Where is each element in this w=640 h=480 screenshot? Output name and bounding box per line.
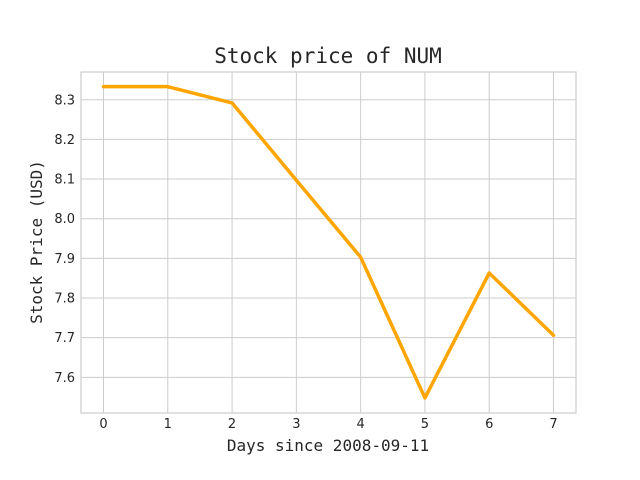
chart-title: Stock price of NUM	[214, 44, 442, 68]
y-tick-label: 7.9	[54, 252, 75, 267]
plot-frame	[80, 71, 577, 414]
y-tick-label: 8.2	[54, 133, 75, 148]
y-tick-label: 8.3	[54, 93, 75, 108]
data-point	[166, 85, 170, 89]
data-point	[294, 178, 298, 182]
grid	[80, 71, 577, 414]
y-axis-ticks: 7.6 7.7 7.8 7.9 8.0 8.1 8.2 8.3	[54, 93, 75, 386]
x-tick-label: 1	[164, 417, 172, 432]
data-point	[552, 333, 555, 337]
y-tick-label: 7.6	[54, 371, 75, 386]
data-point	[359, 255, 363, 259]
x-tick-label: 5	[421, 417, 429, 432]
y-tick-label: 8.0	[54, 212, 75, 227]
x-tick-label: 0	[99, 417, 107, 432]
plot-area	[101, 84, 556, 400]
x-tick-label: 6	[485, 417, 493, 432]
x-axis-ticks: 0 1 2 3 4 5 6 7	[99, 417, 557, 432]
y-tick-label: 7.8	[54, 292, 75, 307]
y-tick-label: 8.1	[54, 173, 75, 188]
x-axis-label: Days since 2008-09-11	[227, 436, 429, 455]
x-tick-label: 7	[549, 417, 557, 432]
y-tick-label: 7.7	[54, 331, 75, 346]
data-point	[487, 271, 491, 275]
x-tick-label: 2	[228, 417, 236, 432]
data-point	[423, 396, 427, 400]
data-point	[230, 101, 234, 105]
x-tick-label: 4	[357, 417, 365, 432]
y-axis-label: Stock Price (USD)	[27, 160, 46, 324]
series-line	[101, 84, 556, 400]
data-point	[102, 85, 105, 89]
x-tick-label: 3	[292, 417, 300, 432]
